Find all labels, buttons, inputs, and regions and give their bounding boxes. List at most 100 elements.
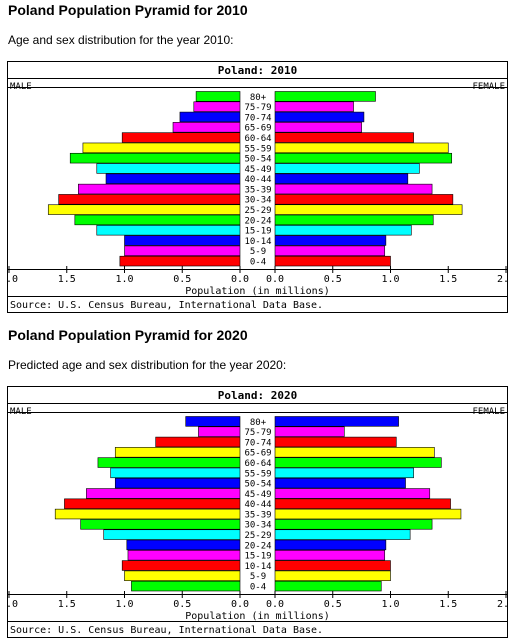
x-tick-label: 1.0 — [115, 274, 133, 285]
male-bar — [155, 436, 241, 448]
age-group-label: 80+ — [250, 418, 267, 428]
female-bar — [274, 498, 451, 509]
female-bar — [274, 457, 442, 468]
female-bar — [274, 550, 386, 561]
age-group-label: 20-24 — [244, 216, 271, 226]
female-bar — [274, 101, 354, 112]
female-bar — [274, 436, 397, 448]
male-bar — [105, 173, 241, 184]
x-tick-label: 1.5 — [439, 599, 457, 610]
x-tick-label: 1.0 — [381, 274, 399, 285]
age-group-label: 10-14 — [244, 237, 271, 247]
age-group-label: 35-39 — [244, 510, 271, 520]
x-tick-label: 2.0 — [7, 274, 18, 285]
female-bar — [274, 173, 409, 184]
age-group-label: 0-4 — [250, 583, 266, 593]
age-group-label: 45-49 — [244, 490, 271, 500]
female-bar — [274, 416, 399, 427]
female-bar — [274, 111, 365, 123]
female-bar — [274, 122, 362, 133]
female-bar — [274, 580, 382, 592]
section-subheading: Predicted age and sex distribution for t… — [8, 358, 287, 372]
male-bar — [124, 245, 241, 257]
age-group-label: 30-34 — [244, 521, 271, 531]
age-group-label: 0-4 — [250, 258, 266, 268]
age-group-label: 25-29 — [244, 206, 271, 216]
age-group-label: 75-79 — [244, 103, 271, 113]
male-label: MALE — [10, 82, 32, 92]
male-bar — [97, 457, 241, 468]
x-tick-label: 0.5 — [173, 599, 191, 610]
age-group-label: 25-29 — [244, 531, 271, 541]
x-tick-label: 0.0 — [266, 274, 284, 285]
female-label: FEMALE — [472, 407, 505, 417]
x-axis-label: Population (in millions) — [185, 286, 330, 297]
female-bar — [274, 426, 345, 437]
age-group-label: 60-64 — [244, 134, 271, 144]
female-bar — [274, 570, 391, 582]
male-bar — [80, 519, 241, 530]
female-bar — [274, 519, 433, 530]
male-bar — [121, 560, 241, 571]
male-bar — [69, 152, 241, 164]
x-tick-label: 2.0 — [7, 599, 18, 610]
age-group-label: 35-39 — [244, 185, 271, 195]
x-axis-label: Population (in millions) — [185, 611, 330, 622]
female-bar — [274, 488, 431, 499]
male-bar — [110, 467, 241, 479]
population-pyramid-chart-2020: Poland: 2020 MALE FEMALE 80+75-7970-7465-69… — [7, 386, 508, 638]
source-note: Source: U.S. Census Bureau, Internationa… — [10, 300, 323, 311]
age-group-label: 80+ — [250, 93, 267, 103]
male-bar — [193, 101, 241, 112]
x-tick-label: 0.5 — [324, 274, 342, 285]
age-group-label: 60-64 — [244, 459, 271, 469]
male-bar — [198, 426, 241, 437]
age-group-label: 50-54 — [244, 480, 271, 490]
x-tick-label: 1.5 — [58, 599, 76, 610]
female-bar — [274, 560, 391, 571]
age-group-label: 15-19 — [244, 227, 271, 237]
age-group-label: 40-44 — [244, 175, 271, 185]
age-group-label: 30-34 — [244, 196, 271, 206]
x-tick-label: 2.0 — [497, 599, 508, 610]
population-pyramid-chart-2010: Poland: 2010 MALE FEMALE 80+75-7970-7465-69… — [7, 61, 508, 313]
x-tick-label: 1.0 — [115, 599, 133, 610]
male-bar — [78, 183, 241, 195]
female-bar — [274, 152, 453, 164]
male-bar — [54, 508, 241, 520]
age-group-label: 20-24 — [244, 541, 271, 551]
section-heading: Poland Population Pyramid for 2020 — [8, 327, 248, 343]
age-group-label: 55-59 — [244, 144, 271, 154]
female-bar — [274, 235, 387, 246]
female-bar — [274, 477, 406, 489]
x-tick-label: 1.5 — [439, 274, 457, 285]
male-bar — [172, 122, 241, 133]
female-bar — [274, 183, 433, 195]
female-bar — [274, 529, 411, 540]
female-bar — [274, 91, 376, 102]
age-group-label: 10-14 — [244, 562, 271, 572]
male-bar — [127, 550, 241, 561]
male-bar — [74, 214, 241, 226]
female-bar — [274, 194, 454, 205]
male-bar — [124, 235, 241, 246]
age-group-label: 75-79 — [244, 428, 271, 438]
x-tick-label: 0.0 — [266, 599, 284, 610]
x-tick-label: 0.0 — [231, 274, 249, 285]
female-bar — [274, 447, 435, 458]
age-group-label: 70-74 — [244, 438, 271, 448]
age-group-label: 55-59 — [244, 469, 271, 479]
male-bar — [179, 111, 241, 123]
female-bar — [274, 214, 434, 226]
male-label: MALE — [10, 407, 32, 417]
x-tick-label: 1.0 — [381, 599, 399, 610]
female-bar — [274, 204, 463, 215]
section-subheading: Age and sex distribution for the year 20… — [8, 33, 234, 47]
male-bar — [86, 488, 241, 499]
female-bar — [274, 163, 420, 174]
chart-title: Poland: 2020 — [218, 389, 297, 402]
age-group-label: 65-69 — [244, 449, 271, 459]
male-bar — [82, 142, 241, 154]
male-bar — [47, 204, 241, 215]
age-group-label: 40-44 — [244, 500, 271, 510]
